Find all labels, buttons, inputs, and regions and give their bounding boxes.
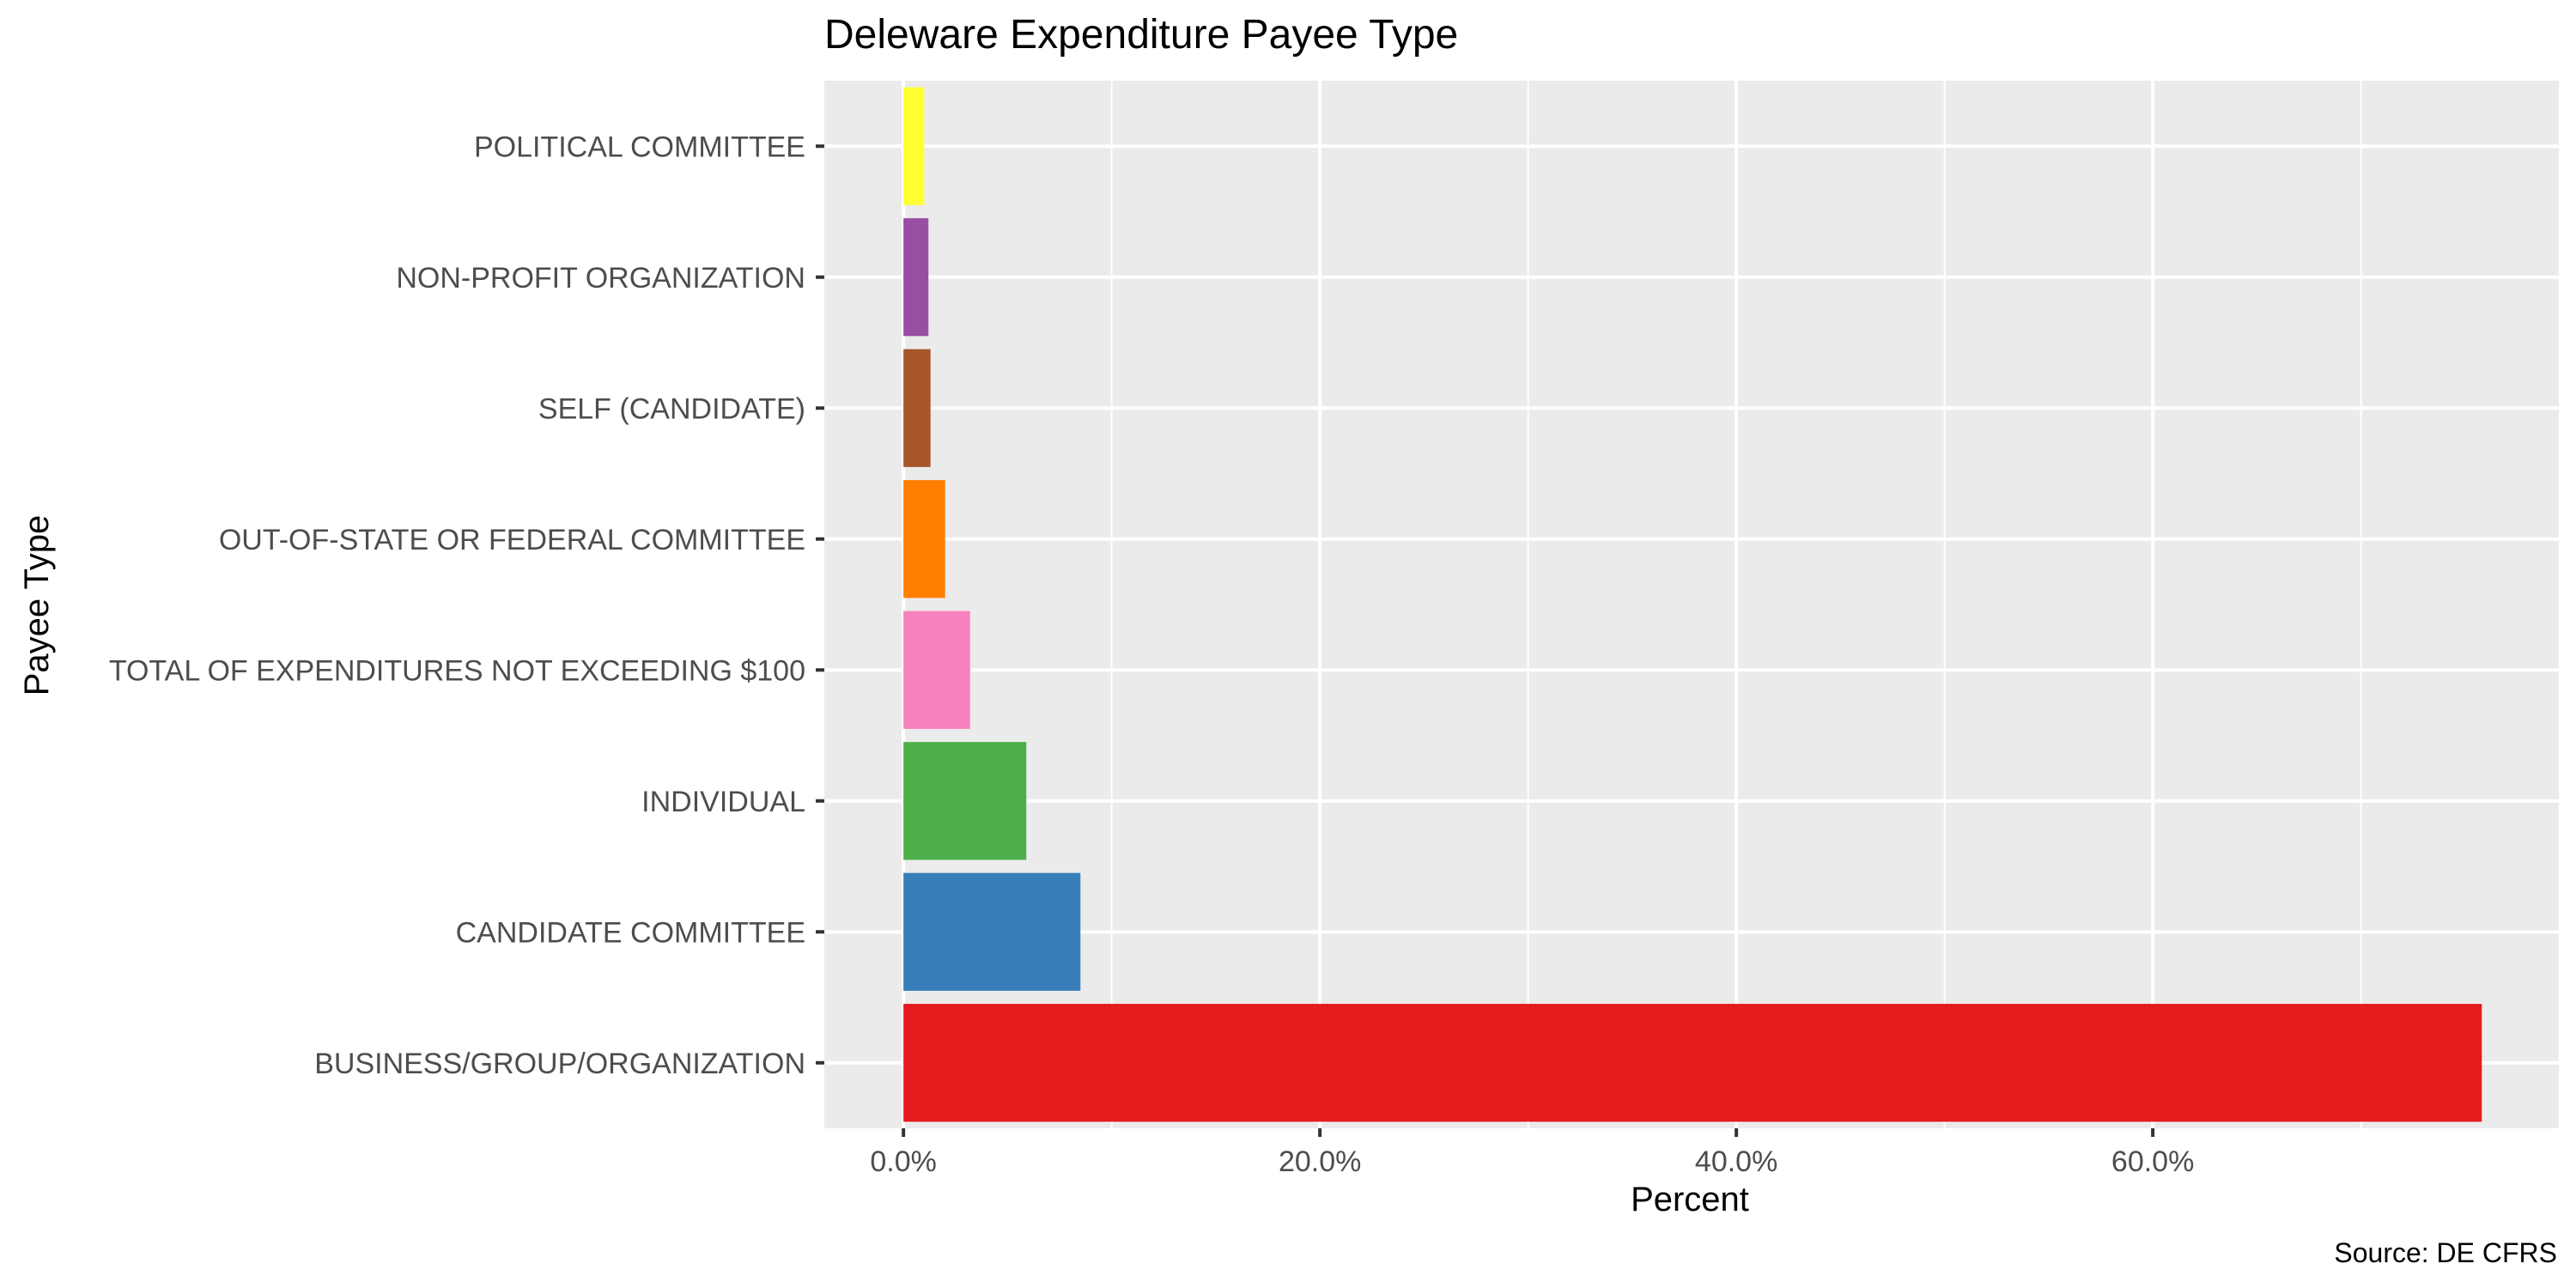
chart-caption: Source: DE CFRS [2334, 1237, 2557, 1268]
y-tick-label: TOTAL OF EXPENDITURES NOT EXCEEDING $100 [109, 654, 805, 687]
bar [903, 87, 925, 205]
bars [903, 87, 2482, 1122]
bar [903, 1004, 2482, 1122]
major-gridlines [824, 81, 2559, 1128]
x-tick-label: 20.0% [1279, 1145, 1361, 1178]
x-axis-title: Percent [1631, 1181, 1749, 1218]
bar [903, 349, 931, 467]
y-tick-label: POLITICAL COMMITTEE [474, 131, 805, 163]
x-tick-label: 60.0% [2111, 1145, 2194, 1178]
bar [903, 742, 1027, 860]
bar [903, 218, 929, 337]
y-axis-title: Payee Type [18, 515, 56, 696]
x-tick-label: 40.0% [1695, 1145, 1777, 1178]
bar [903, 480, 945, 598]
y-tick-label: SELF (CANDIDATE) [538, 392, 805, 425]
y-tick-label: BUSINESS/GROUP/ORGANIZATION [314, 1048, 805, 1080]
plot-panel [824, 81, 2559, 1128]
y-axis: BUSINESS/GROUP/ORGANIZATION CANDIDATE COM… [109, 131, 824, 1080]
chart-title: Deleware Expenditure Payee Type [824, 12, 1458, 58]
minor-gridlines [1110, 81, 2362, 1128]
y-tick-label: OUT-OF-STATE OR FEDERAL COMMITTEE [219, 524, 805, 556]
y-tick-label: CANDIDATE COMMITTEE [456, 916, 805, 949]
x-axis: 0.0% 20.0% 40.0% 60.0% [870, 1128, 2194, 1178]
x-tick-label: 0.0% [870, 1145, 937, 1178]
bar [903, 872, 1081, 991]
bar [903, 611, 970, 729]
y-tick-label: INDIVIDUAL [641, 786, 805, 818]
y-tick-label: NON-PROFIT ORGANIZATION [396, 262, 805, 295]
